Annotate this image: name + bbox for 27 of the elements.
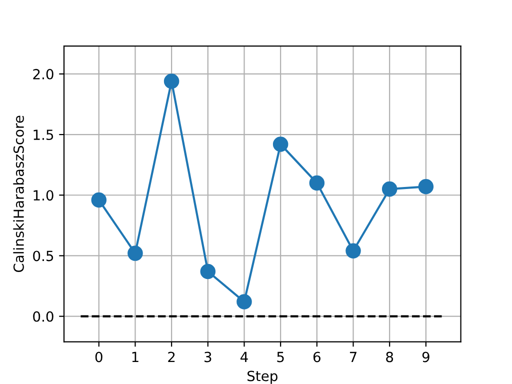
point <box>382 181 398 197</box>
x-tick-label: 2 <box>168 352 175 362</box>
point <box>91 192 107 208</box>
point <box>309 175 325 191</box>
y-tick-label: 0.5 <box>33 250 54 262</box>
x-tick-label: 1 <box>132 352 138 362</box>
y-tick-label: 1.0 <box>34 190 54 201</box>
point <box>164 74 180 89</box>
x-tick-label: 8 <box>386 352 394 362</box>
point <box>128 246 143 261</box>
x-axis-title: Step <box>248 370 278 384</box>
y-tick-label: 1.5 <box>34 130 54 140</box>
point <box>200 264 216 280</box>
x-tick-label: 3 <box>204 352 212 362</box>
x-tick-label: 9 <box>422 352 430 362</box>
y-tick-label: 2.0 <box>33 68 54 80</box>
x-tick-label: 6 <box>313 352 320 362</box>
x-tick-label: 4 <box>240 352 248 362</box>
x-tick-label: 0 <box>95 352 102 362</box>
point <box>272 136 288 152</box>
point <box>346 243 361 259</box>
y-tick-label: 0.0 <box>33 311 54 322</box>
x-tick-label: 7 <box>350 352 356 362</box>
x-tick-label: 5 <box>277 352 284 362</box>
point <box>418 179 434 194</box>
point <box>236 294 252 310</box>
y-axis-title: CalinskiHarabaszScore <box>13 116 24 272</box>
